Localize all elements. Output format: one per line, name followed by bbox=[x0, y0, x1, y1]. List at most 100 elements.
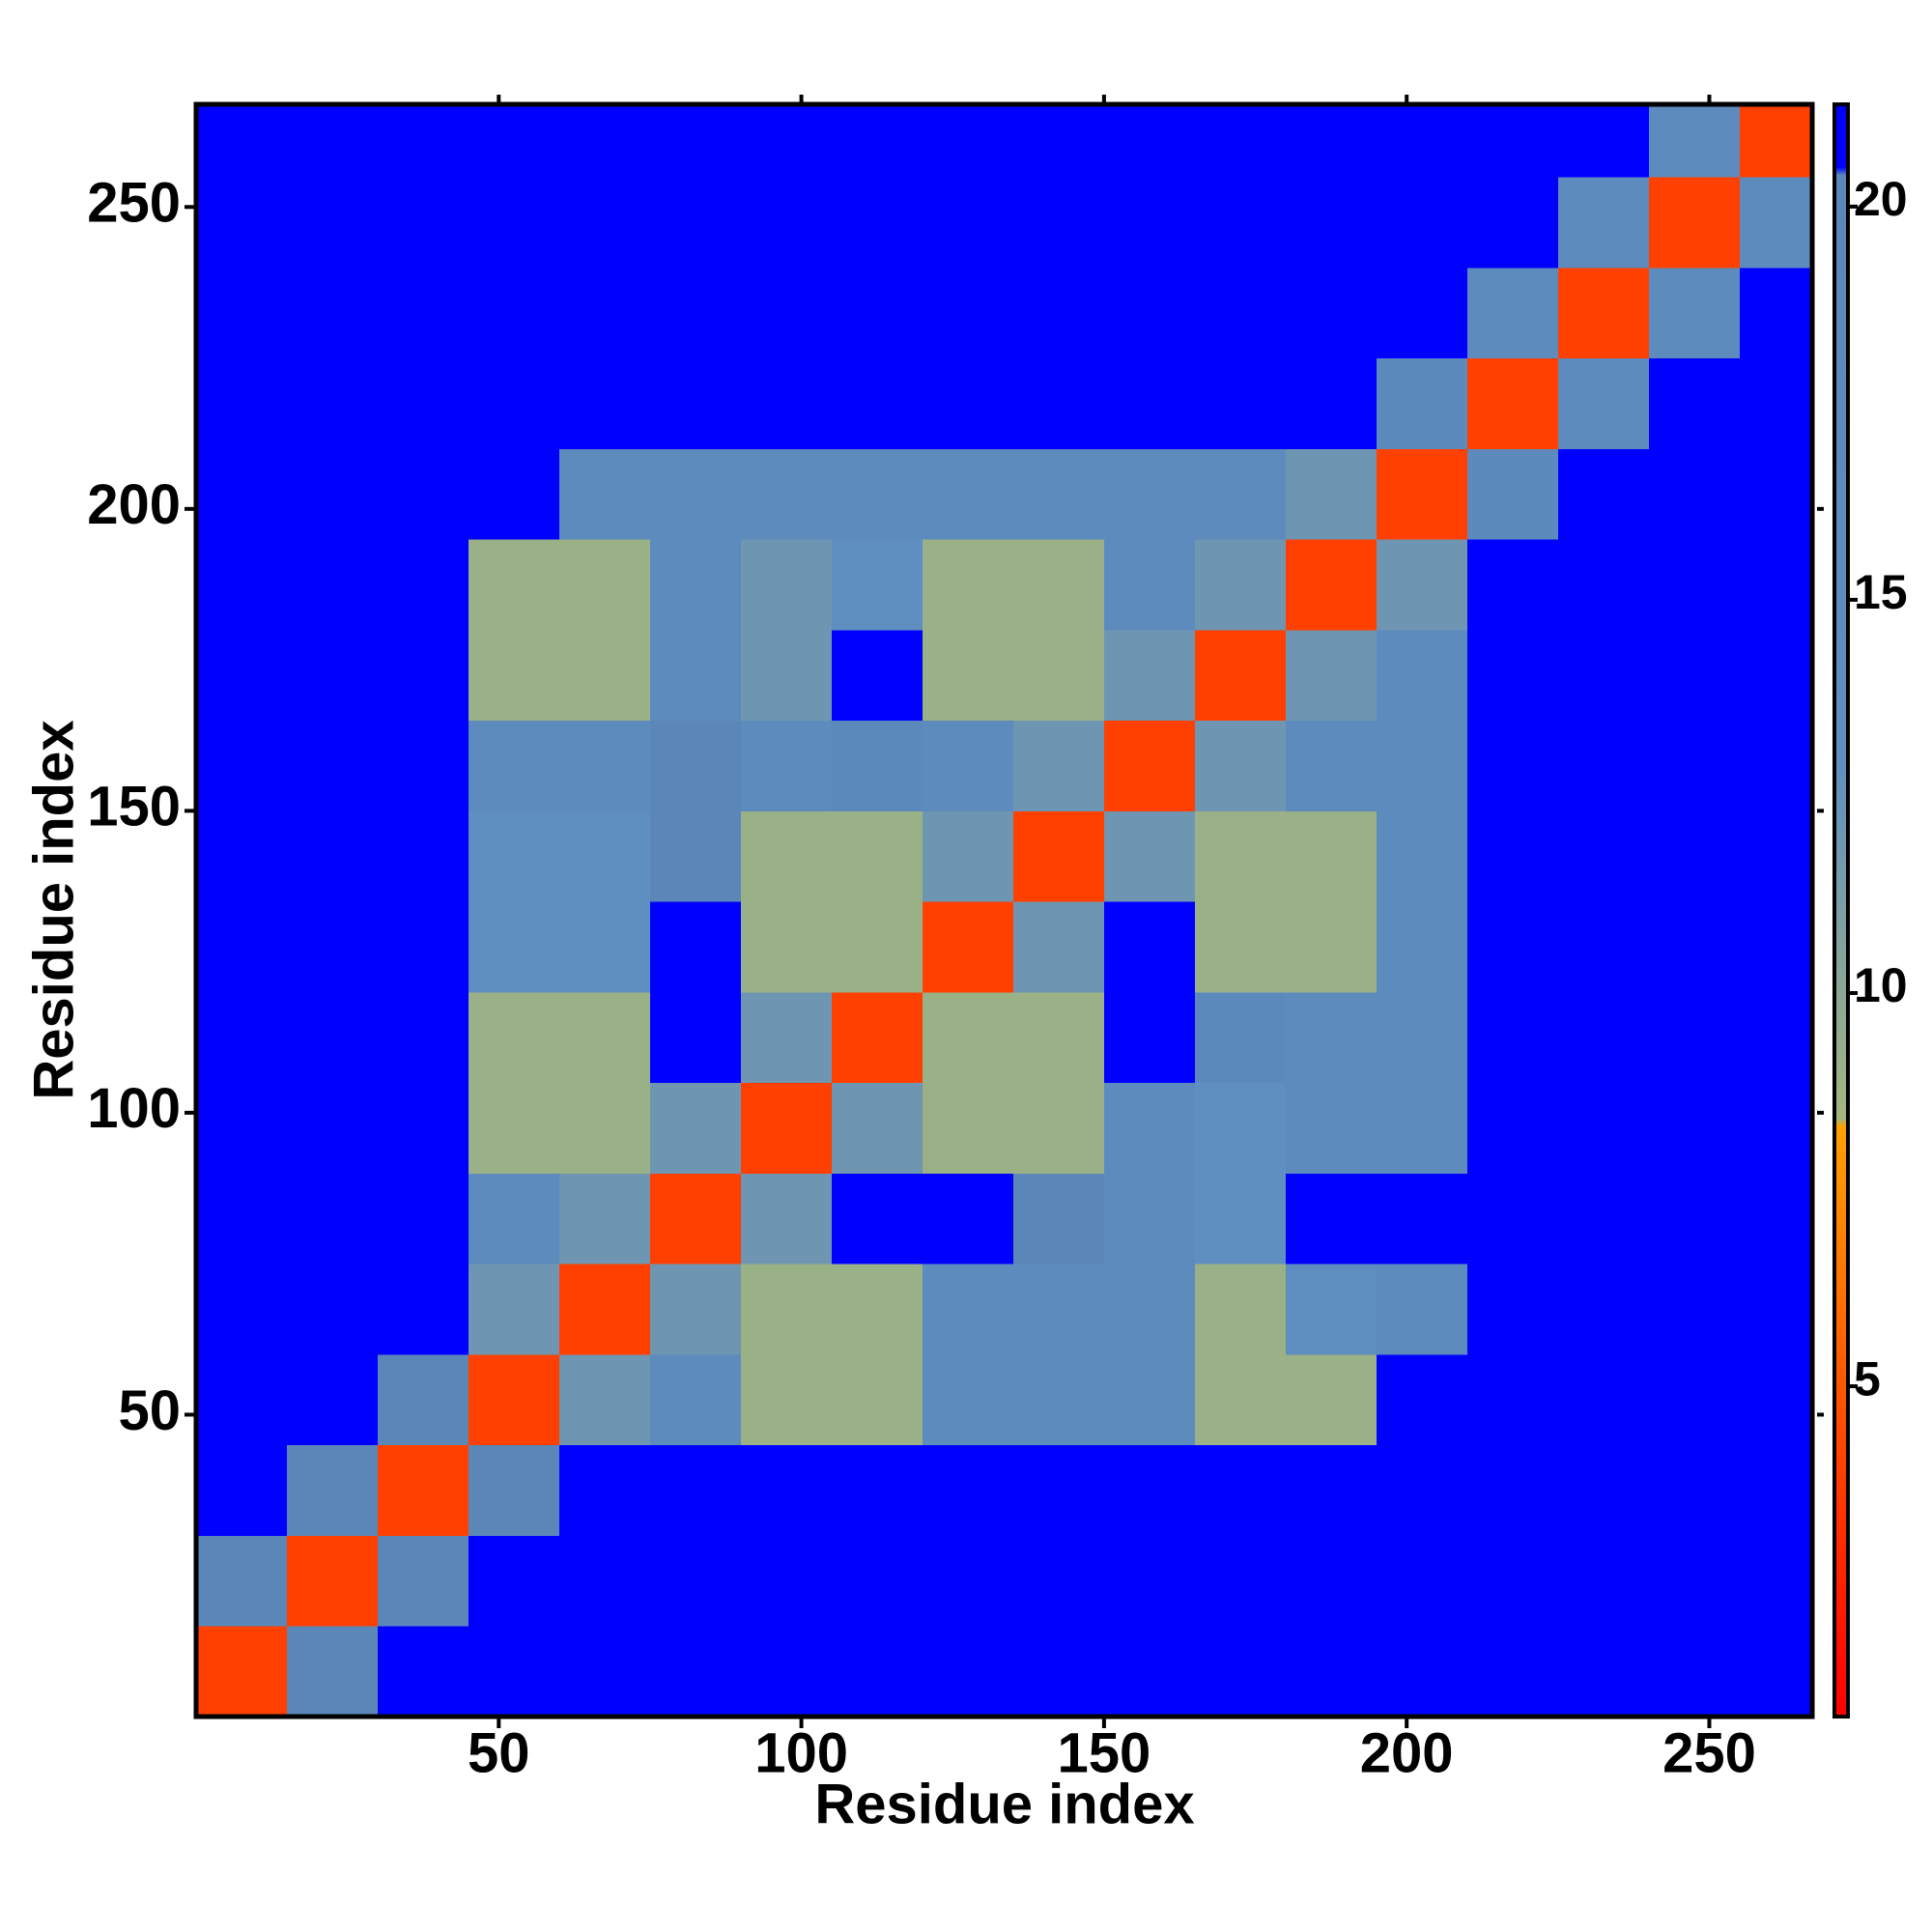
heatmap-cell bbox=[1466, 267, 1559, 359]
heatmap-cell bbox=[1194, 177, 1287, 269]
heatmap-cell bbox=[922, 629, 1014, 722]
heatmap-cell bbox=[831, 1353, 923, 1446]
heatmap-cell bbox=[1557, 177, 1650, 269]
heatmap-cell bbox=[922, 1173, 1014, 1264]
heatmap-cell bbox=[558, 720, 651, 811]
heatmap-cell bbox=[1103, 901, 1196, 993]
heatmap-cell bbox=[377, 1353, 469, 1446]
heatmap-cell bbox=[831, 104, 923, 178]
heatmap-cell bbox=[1376, 1353, 1468, 1446]
heatmap-cell bbox=[377, 629, 469, 722]
heatmap-cell bbox=[1739, 1082, 1813, 1174]
heatmap-cell bbox=[740, 177, 833, 269]
heatmap-cell bbox=[1012, 1444, 1105, 1536]
heatmap-cell bbox=[649, 1264, 742, 1355]
heatmap-cell bbox=[1376, 1444, 1468, 1536]
heatmap-cell bbox=[740, 810, 833, 902]
heatmap-cell bbox=[196, 720, 288, 811]
heatmap-cell bbox=[468, 991, 560, 1084]
heatmap-cell bbox=[558, 1353, 651, 1446]
heatmap-cell bbox=[1648, 1444, 1741, 1536]
heatmap-cell bbox=[1376, 901, 1468, 993]
heatmap-cell bbox=[196, 1264, 288, 1355]
heatmap-cell bbox=[1103, 1353, 1196, 1446]
heatmap-cell bbox=[1376, 1264, 1468, 1355]
heatmap-cell bbox=[286, 629, 379, 722]
heatmap-cell bbox=[196, 104, 288, 178]
heatmap-cell bbox=[1285, 720, 1378, 811]
heatmap-cell bbox=[1285, 357, 1378, 449]
heatmap-cell bbox=[468, 720, 560, 811]
heatmap-cell bbox=[1012, 629, 1105, 722]
heatmap-cell bbox=[740, 1082, 833, 1174]
heatmap-cell bbox=[1285, 539, 1378, 631]
heatmap-cell bbox=[1648, 1626, 1741, 1718]
x-tick-label: 100 bbox=[754, 1721, 848, 1784]
heatmap-cell bbox=[649, 1173, 742, 1264]
heatmap-cell bbox=[1557, 1626, 1650, 1718]
heatmap-cell bbox=[1194, 1173, 1287, 1264]
heatmap-cell bbox=[558, 104, 651, 178]
heatmap-cell bbox=[740, 629, 833, 722]
heatmap-cell bbox=[1557, 901, 1650, 993]
x-tick-label: 150 bbox=[1057, 1721, 1151, 1784]
colorbar-tick-label: 15 bbox=[1854, 565, 1908, 619]
heatmap-cell bbox=[558, 448, 651, 540]
heatmap-cell bbox=[1194, 1535, 1287, 1627]
heatmap-cell bbox=[1739, 720, 1813, 811]
heatmap-cell bbox=[1557, 629, 1650, 722]
heatmap-cell bbox=[468, 104, 560, 178]
heatmap-cell bbox=[1194, 1082, 1287, 1174]
heatmap-cell bbox=[468, 1535, 560, 1627]
heatmap-cell bbox=[1376, 629, 1468, 722]
heatmap-cell bbox=[1194, 357, 1287, 449]
heatmap-cell bbox=[1648, 991, 1741, 1084]
heatmap-cell bbox=[558, 1082, 651, 1174]
heatmap-cell bbox=[831, 720, 923, 811]
heatmap-cell bbox=[1557, 1535, 1650, 1627]
heatmap-cell bbox=[740, 357, 833, 449]
heatmap-cell bbox=[1376, 357, 1468, 449]
heatmap-cell bbox=[922, 539, 1014, 631]
heatmap-cell bbox=[831, 1626, 923, 1718]
heatmap-cell bbox=[831, 1082, 923, 1174]
heatmap-cell bbox=[1739, 448, 1813, 540]
heatmap-cell bbox=[1376, 991, 1468, 1084]
heatmap-cell bbox=[1285, 629, 1378, 722]
heatmap-cell bbox=[1648, 1353, 1741, 1446]
heatmap-cell bbox=[1194, 720, 1287, 811]
heatmap-cell bbox=[196, 1444, 288, 1536]
heatmap-cell bbox=[831, 357, 923, 449]
heatmap-cell bbox=[1012, 1082, 1105, 1174]
heatmap-cell bbox=[1012, 1353, 1105, 1446]
heatmap-cell bbox=[649, 1444, 742, 1536]
heatmap-cell bbox=[196, 991, 288, 1084]
heatmap-cell bbox=[831, 448, 923, 540]
heatmap-cell bbox=[468, 901, 560, 993]
heatmap-cell bbox=[1103, 1535, 1196, 1627]
heatmap-cell bbox=[649, 991, 742, 1084]
heatmap-cell bbox=[740, 539, 833, 631]
heatmap-cell bbox=[922, 720, 1014, 811]
heatmap-cell bbox=[922, 267, 1014, 359]
heatmap-cell bbox=[468, 810, 560, 902]
heatmap-cell bbox=[1194, 991, 1287, 1084]
heatmap-cell bbox=[286, 357, 379, 449]
heatmap-cell bbox=[740, 901, 833, 993]
heatmap-cell bbox=[1739, 991, 1813, 1084]
heatmap-cell bbox=[831, 901, 923, 993]
heatmap-cell bbox=[1194, 810, 1287, 902]
heatmap-cell bbox=[196, 629, 288, 722]
heatmap-cell bbox=[1376, 1535, 1468, 1627]
heatmap-cell bbox=[831, 1444, 923, 1536]
heatmap-cell bbox=[1739, 1264, 1813, 1355]
heatmap-cell bbox=[649, 1535, 742, 1627]
y-tick-label: 100 bbox=[87, 1077, 181, 1140]
heatmap-cell bbox=[922, 104, 1014, 178]
y-tick-label: 200 bbox=[87, 473, 181, 536]
colorbar-tick-label: 10 bbox=[1854, 958, 1908, 1012]
heatmap-cell bbox=[740, 1626, 833, 1718]
heatmap-cell bbox=[1739, 1173, 1813, 1264]
heatmap-cell bbox=[558, 357, 651, 449]
